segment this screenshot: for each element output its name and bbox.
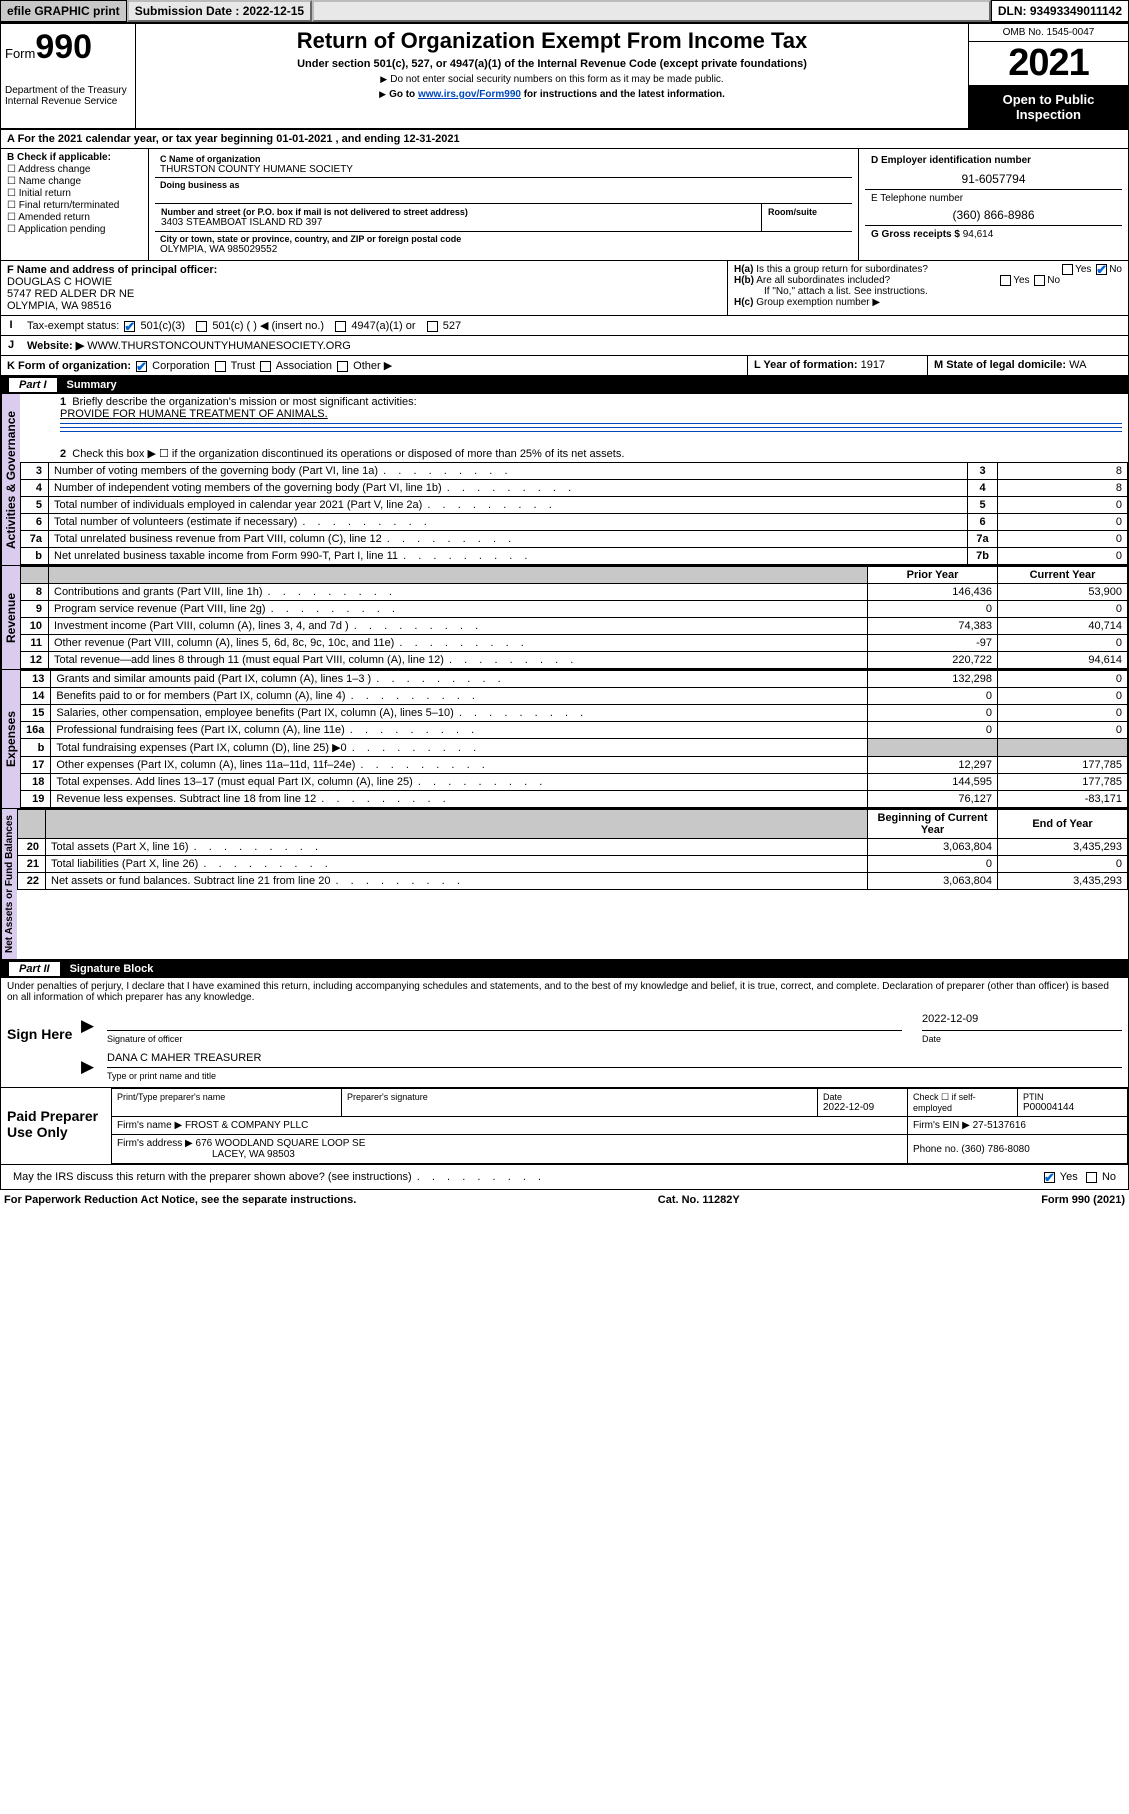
form-number: Form990 [5, 28, 131, 67]
ha-no[interactable] [1096, 264, 1107, 275]
org-city: OLYMPIA, WA 985029552 [160, 244, 847, 255]
dln-label: DLN: 93493349011142 [991, 0, 1129, 22]
sign-here-label: Sign Here [1, 1006, 81, 1087]
ptin: P00004144 [1023, 1102, 1122, 1113]
officer-name: DOUGLAS C HOWIE [7, 276, 112, 288]
row-j: J Website: ▶ WWW.THURSTONCOUNTYHUMANESOC… [1, 336, 1128, 356]
sign-here-block: Sign Here Signature of officer 2022-12-0… [1, 1006, 1128, 1088]
paid-preparer-label: Paid Preparer Use Only [1, 1088, 111, 1164]
revenue-sidelabel: Revenue [1, 566, 20, 669]
chk-amended[interactable]: ☐ Amended return [7, 212, 142, 223]
year-formation: 1917 [861, 359, 885, 371]
expenses-sidelabel: Expenses [1, 670, 20, 808]
expenses-table: 13Grants and similar amounts paid (Part … [20, 670, 1128, 808]
officer-name-title: DANA C MAHER TREASURER [107, 1052, 261, 1064]
block-b: B Check if applicable: ☐ Address change … [1, 149, 149, 260]
blocks-fh: F Name and address of principal officer:… [1, 261, 1128, 316]
org-address: 3403 STEAMBOAT ISLAND RD 397 [161, 217, 755, 228]
arrow-icon [81, 1016, 101, 1036]
hb-yes[interactable] [1000, 275, 1011, 286]
ein: 91-6057794 [871, 172, 1116, 186]
website: WWW.THURSTONCOUNTYHUMANESOCIETY.ORG [87, 340, 351, 352]
chk-name-change[interactable]: ☐ Name change [7, 176, 142, 187]
part1-header: Part ISummary [1, 376, 1128, 394]
paid-preparer-block: Paid Preparer Use Only Print/Type prepar… [1, 1088, 1128, 1165]
telephone: (360) 866-8986 [871, 208, 1116, 222]
irs-link[interactable]: www.irs.gov/Form990 [418, 89, 521, 100]
chk-501c3[interactable] [124, 321, 135, 332]
chk-corp[interactable] [136, 361, 147, 372]
block-de: D Employer identification number91-60577… [858, 149, 1128, 260]
page-footer: For Paperwork Reduction Act Notice, see … [0, 1190, 1129, 1210]
chk-527[interactable] [427, 321, 438, 332]
governance-table: 3Number of voting members of the governi… [20, 462, 1128, 565]
chk-final-return[interactable]: ☐ Final return/terminated [7, 200, 142, 211]
form-container: Form990 Department of the Treasury Inter… [0, 23, 1129, 1190]
ha-yes[interactable] [1062, 264, 1073, 275]
revenue-section: Revenue Prior YearCurrent Year8Contribut… [1, 566, 1128, 670]
domicile: WA [1069, 359, 1086, 371]
chk-other[interactable] [337, 361, 348, 372]
discuss-yes[interactable] [1044, 1172, 1055, 1183]
firm-address1: 676 WOODLAND SQUARE LOOP SE [196, 1138, 366, 1149]
submission-date-button[interactable]: Submission Date : 2022-12-15 [127, 0, 312, 22]
note-link: Go to www.irs.gov/Form990 for instructio… [144, 89, 960, 100]
firm-phone: (360) 786-8080 [961, 1144, 1029, 1155]
netassets-table: Beginning of Current YearEnd of Year20To… [17, 809, 1128, 890]
form-subtitle: Under section 501(c), 527, or 4947(a)(1)… [144, 58, 960, 70]
discuss-no[interactable] [1086, 1172, 1097, 1183]
omb-number: OMB No. 1545-0047 [969, 24, 1128, 42]
chk-assoc[interactable] [260, 361, 271, 372]
tax-period-row: A For the 2021 calendar year, or tax yea… [1, 130, 1128, 149]
chk-initial-return[interactable]: ☐ Initial return [7, 188, 142, 199]
firm-name: FROST & COMPANY PLLC [185, 1120, 308, 1131]
open-inspection-badge: Open to Public Inspection [969, 86, 1128, 128]
chk-501c[interactable] [196, 321, 207, 332]
note-ssn: Do not enter social security numbers on … [144, 74, 960, 85]
form-header: Form990 Department of the Treasury Inter… [1, 24, 1128, 130]
hb-no[interactable] [1034, 275, 1045, 286]
revenue-table: Prior YearCurrent Year8Contributions and… [20, 566, 1128, 669]
chk-address-change[interactable]: ☐ Address change [7, 164, 142, 175]
tax-year: 2021 [969, 42, 1128, 86]
governance-sidelabel: Activities & Governance [1, 394, 20, 565]
part2-header: Part IISignature Block [1, 960, 1128, 978]
row-klm: K Form of organization: Corporation Trus… [1, 356, 1128, 376]
expenses-section: Expenses 13Grants and similar amounts pa… [1, 670, 1128, 809]
chk-trust[interactable] [215, 361, 226, 372]
mission-text: PROVIDE FOR HUMANE TREATMENT OF ANIMALS. [60, 408, 328, 420]
org-name: THURSTON COUNTY HUMANE SOCIETY [160, 164, 847, 175]
netassets-section: Net Assets or Fund Balances Beginning of… [1, 809, 1128, 960]
row-i: I Tax-exempt status: 501(c)(3) 501(c) ( … [1, 316, 1128, 336]
governance-section: Activities & Governance 1 Briefly descri… [1, 394, 1128, 566]
chk-4947[interactable] [335, 321, 346, 332]
gross-receipts: 94,614 [963, 229, 994, 240]
discuss-row: May the IRS discuss this return with the… [1, 1165, 1128, 1189]
firm-ein: 27-5137616 [973, 1120, 1026, 1131]
arrow-icon [81, 1057, 101, 1077]
blocks-bcdeg: B Check if applicable: ☐ Address change … [1, 149, 1128, 261]
block-c: C Name of organizationTHURSTON COUNTY HU… [149, 149, 858, 260]
top-toolbar: efile GRAPHIC print Submission Date : 20… [0, 0, 1129, 23]
netassets-sidelabel: Net Assets or Fund Balances [1, 809, 17, 959]
department-label: Department of the Treasury Internal Reve… [5, 85, 131, 107]
efile-label: efile GRAPHIC print [0, 0, 127, 22]
chk-app-pending[interactable]: ☐ Application pending [7, 224, 142, 235]
form-title: Return of Organization Exempt From Incom… [144, 28, 960, 54]
declaration-text: Under penalties of perjury, I declare th… [1, 978, 1128, 1006]
spacer-button [312, 0, 991, 22]
